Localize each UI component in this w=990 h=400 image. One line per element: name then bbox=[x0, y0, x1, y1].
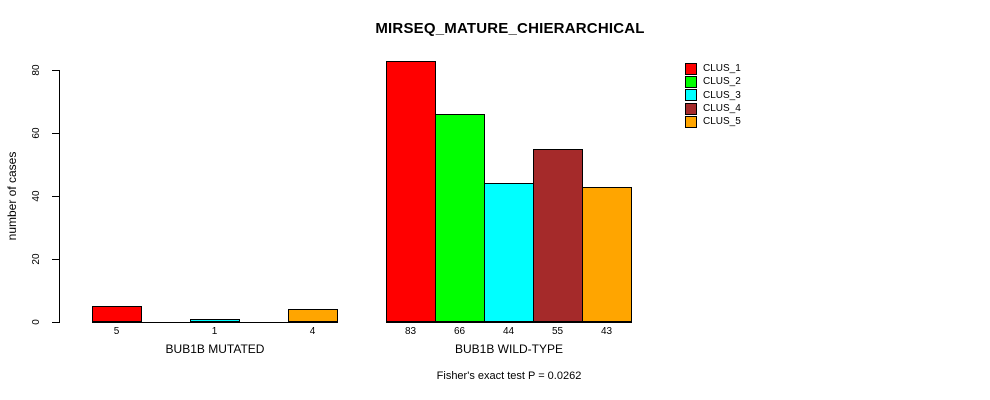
y-axis-tick-label: 80 bbox=[31, 64, 42, 76]
y-axis-tick-label: 60 bbox=[31, 127, 42, 139]
y-axis-tick-label: 0 bbox=[31, 319, 42, 325]
y-axis-tick bbox=[52, 70, 59, 71]
legend-item-clus_3: CLUS_3 bbox=[685, 89, 741, 102]
legend-item-label: CLUS_2 bbox=[703, 76, 741, 88]
bar-value-label: 5 bbox=[113, 326, 120, 337]
legend: CLUS_1 CLUS_2 CLUS_3 CLUS_4 CLUS_5 bbox=[685, 62, 741, 128]
y-axis-tick bbox=[52, 259, 59, 260]
y-axis-tick bbox=[52, 196, 59, 197]
legend-color-swatch bbox=[685, 102, 697, 115]
bar-value-label: 66 bbox=[453, 326, 466, 337]
legend-item-label: CLUS_1 bbox=[703, 63, 741, 75]
bar-clus_3-group1 bbox=[484, 183, 534, 322]
legend-item-label: CLUS_5 bbox=[703, 116, 741, 128]
y-axis-tick-label: 20 bbox=[31, 253, 42, 265]
y-axis-tick bbox=[52, 322, 59, 323]
group-label-bub1b-wild-type: BUB1B WILD-TYPE bbox=[454, 342, 564, 356]
bar-value-label: 1 bbox=[211, 326, 218, 337]
bar-clus_4-group1 bbox=[533, 149, 583, 322]
group-label-bub1b-mutated: BUB1B MUTATED bbox=[165, 342, 265, 356]
bar-value-label: 43 bbox=[600, 326, 613, 337]
legend-color-swatch bbox=[685, 62, 697, 75]
bar-value-label: 55 bbox=[551, 326, 564, 337]
y-axis-tick bbox=[52, 133, 59, 134]
bar-clus_3-group0 bbox=[190, 319, 240, 322]
bar-value-label: 83 bbox=[404, 326, 417, 337]
y-axis-line bbox=[59, 70, 60, 323]
legend-item-clus_4: CLUS_4 bbox=[685, 102, 741, 115]
legend-color-swatch bbox=[685, 89, 697, 102]
bar-clus_1-group1 bbox=[386, 61, 436, 322]
chart-title: MIRSEQ_MATURE_CHIERARCHICAL bbox=[375, 20, 645, 37]
x-baseline bbox=[386, 322, 632, 323]
y-axis-tick-label: 40 bbox=[31, 190, 42, 202]
legend-item-clus_5: CLUS_5 bbox=[685, 115, 741, 128]
x-baseline bbox=[92, 322, 338, 323]
legend-item-label: CLUS_3 bbox=[703, 89, 741, 101]
bar-clus_2-group1 bbox=[435, 114, 485, 322]
bar-value-label: 44 bbox=[502, 326, 515, 337]
bar-value-label: 4 bbox=[309, 326, 316, 337]
bar-clus_5-group0 bbox=[288, 309, 338, 322]
legend-item-clus_1: CLUS_1 bbox=[685, 62, 741, 75]
annotation-fisher-test: Fisher's exact test P = 0.0262 bbox=[436, 370, 582, 382]
bar-clus_1-group0 bbox=[92, 306, 142, 322]
legend-item-label: CLUS_4 bbox=[703, 103, 741, 115]
legend-item-clus_2: CLUS_2 bbox=[685, 75, 741, 88]
bar-clus_5-group1 bbox=[582, 187, 632, 322]
legend-color-swatch bbox=[685, 75, 697, 88]
legend-color-swatch bbox=[685, 115, 697, 128]
